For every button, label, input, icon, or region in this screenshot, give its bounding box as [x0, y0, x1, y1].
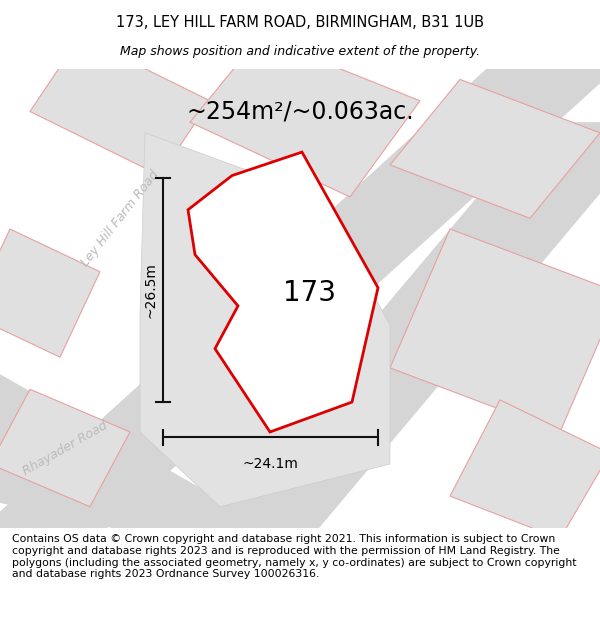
Polygon shape: [0, 229, 100, 358]
Polygon shape: [140, 133, 390, 507]
Text: ~24.1m: ~24.1m: [242, 456, 298, 471]
Text: 173, LEY HILL FARM ROAD, BIRMINGHAM, B31 1UB: 173, LEY HILL FARM ROAD, BIRMINGHAM, B31…: [116, 15, 484, 30]
Polygon shape: [390, 229, 600, 432]
Polygon shape: [0, 357, 290, 539]
Text: ~254m²/~0.063ac.: ~254m²/~0.063ac.: [186, 99, 414, 124]
Polygon shape: [390, 79, 600, 218]
Text: Contains OS data © Crown copyright and database right 2021. This information is : Contains OS data © Crown copyright and d…: [12, 534, 577, 579]
Polygon shape: [0, 48, 600, 539]
Text: Ley Hill Farm Road: Ley Hill Farm Road: [79, 168, 161, 269]
Polygon shape: [190, 122, 600, 539]
Text: 173: 173: [284, 279, 337, 307]
Text: Map shows position and indicative extent of the property.: Map shows position and indicative extent…: [120, 45, 480, 58]
Text: Rhayader Road: Rhayader Road: [20, 419, 110, 478]
Polygon shape: [190, 37, 420, 197]
Polygon shape: [450, 400, 600, 539]
Polygon shape: [0, 389, 130, 507]
Text: ~26.5m: ~26.5m: [144, 262, 158, 318]
Polygon shape: [188, 152, 378, 432]
Polygon shape: [30, 37, 210, 176]
